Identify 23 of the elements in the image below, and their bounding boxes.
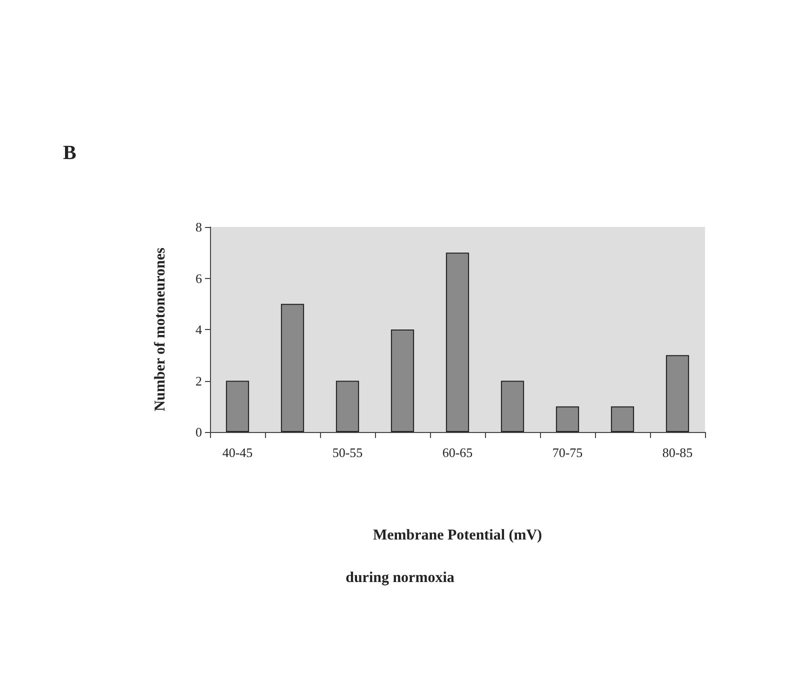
y-tick-label: 0 bbox=[196, 424, 202, 440]
y-tick-label: 8 bbox=[196, 220, 202, 234]
y-axis-title: Number of motoneurones bbox=[152, 248, 168, 412]
y-tick-label: 2 bbox=[196, 373, 202, 388]
chart-title: B bbox=[63, 142, 76, 164]
bar bbox=[666, 355, 690, 432]
bar bbox=[556, 406, 580, 432]
x-tick-label: 50-55 bbox=[332, 445, 363, 460]
y-tick-label: 6 bbox=[196, 270, 202, 286]
text: during normoxia bbox=[344, 570, 456, 587]
x-tick-label: 70-75 bbox=[552, 445, 583, 460]
bar bbox=[390, 330, 414, 432]
y-tick-label: 4 bbox=[196, 322, 202, 337]
x-tick-label: 80-85 bbox=[662, 445, 693, 460]
bar bbox=[280, 304, 304, 432]
x-axis-title: Membrane Potential (mV) bbox=[372, 528, 542, 544]
bar bbox=[446, 252, 470, 432]
bar bbox=[226, 380, 250, 432]
bar bbox=[336, 380, 360, 432]
x-tick-label: 60-65 bbox=[442, 445, 473, 460]
x-tick-label: 40-45 bbox=[222, 445, 253, 460]
bar bbox=[610, 406, 634, 432]
bar bbox=[500, 380, 524, 432]
